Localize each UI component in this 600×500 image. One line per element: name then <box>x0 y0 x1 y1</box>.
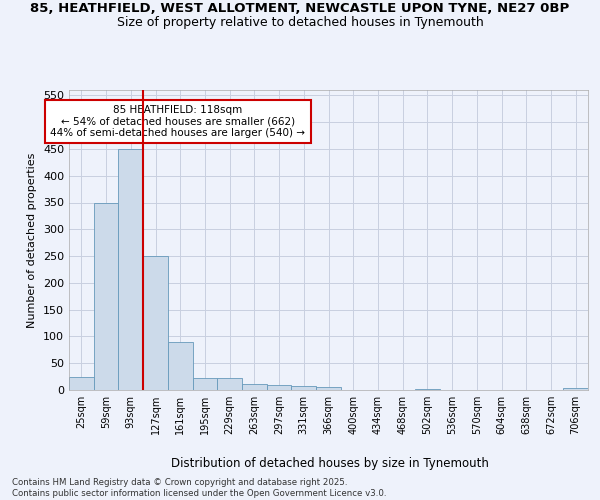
Bar <box>193 378 217 390</box>
Bar <box>316 388 341 390</box>
Bar <box>217 378 242 390</box>
Bar <box>242 384 267 390</box>
Bar <box>143 256 168 390</box>
Text: Size of property relative to detached houses in Tynemouth: Size of property relative to detached ho… <box>116 16 484 29</box>
Bar <box>69 376 94 390</box>
Bar <box>168 342 193 390</box>
Bar <box>563 388 588 390</box>
Text: 85, HEATHFIELD, WEST ALLOTMENT, NEWCASTLE UPON TYNE, NE27 0BP: 85, HEATHFIELD, WEST ALLOTMENT, NEWCASTL… <box>31 2 569 16</box>
Bar <box>267 384 292 390</box>
Text: Contains HM Land Registry data © Crown copyright and database right 2025.
Contai: Contains HM Land Registry data © Crown c… <box>12 478 386 498</box>
Y-axis label: Number of detached properties: Number of detached properties <box>28 152 37 328</box>
Bar <box>118 149 143 390</box>
Bar <box>94 202 118 390</box>
Text: Distribution of detached houses by size in Tynemouth: Distribution of detached houses by size … <box>171 458 489 470</box>
Bar <box>292 386 316 390</box>
Bar <box>415 389 440 390</box>
Text: 85 HEATHFIELD: 118sqm
← 54% of detached houses are smaller (662)
44% of semi-det: 85 HEATHFIELD: 118sqm ← 54% of detached … <box>50 105 305 138</box>
